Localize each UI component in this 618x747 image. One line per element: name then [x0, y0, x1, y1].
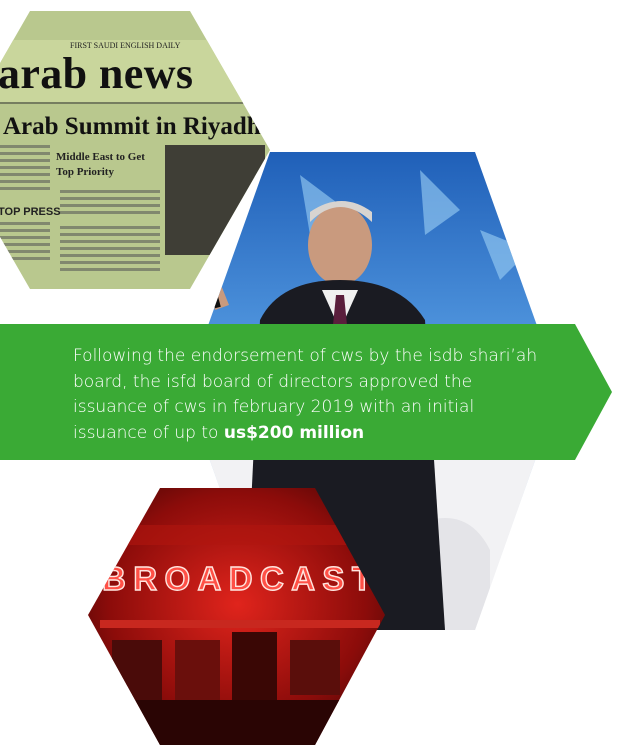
newspaper-tagline: FIRST SAUDI ENGLISH DAILY	[70, 41, 181, 50]
banner-line: issuance of cws in february 2019 with an…	[73, 397, 475, 417]
banner-line: Following the endorsement of cws by the …	[73, 346, 538, 366]
newspaper-subhead: Top Priority	[56, 166, 114, 178]
banner-line: issuance of up to us$200 million	[73, 421, 593, 447]
newspaper-masthead: arab news	[0, 49, 193, 98]
banner-last-line: issuance of up to	[73, 422, 219, 443]
banner-highlight: us$200 million	[223, 422, 365, 443]
neon-sign: BROADCAST	[102, 560, 372, 597]
broadcast-photo: BROADCAST	[88, 488, 385, 745]
newspaper-column-head: TOP PRESS	[0, 206, 61, 218]
newspaper-subhead: Middle East to Get	[56, 151, 145, 163]
banner-shape	[0, 324, 612, 460]
banner-text: Following the endorsement of cws by the …	[73, 344, 593, 446]
newspaper-headline: Arab Summit in Riyadh	[3, 113, 261, 140]
banner-line: board, the isfd board of directors appro…	[73, 371, 473, 392]
